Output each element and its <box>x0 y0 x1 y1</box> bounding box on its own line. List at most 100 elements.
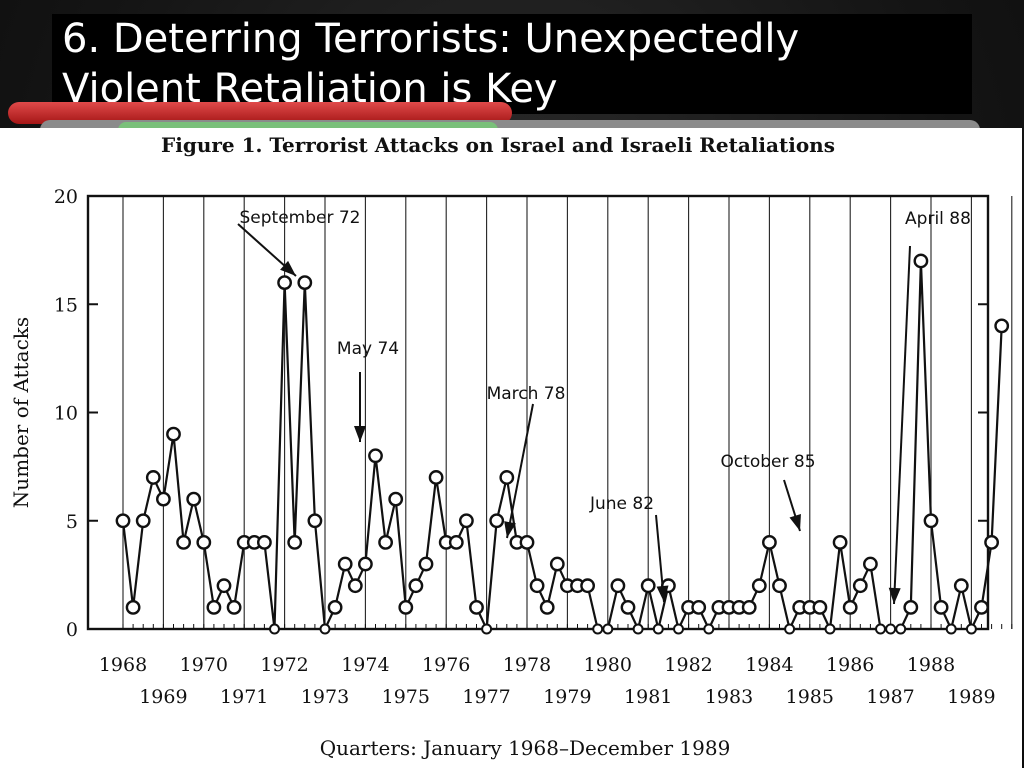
data-point <box>408 578 424 594</box>
x-year-label: 1978 <box>503 654 551 676</box>
data-point <box>984 534 999 550</box>
data-point <box>632 623 644 635</box>
x-year-label: 1981 <box>624 686 672 708</box>
data-point <box>945 623 957 635</box>
data-point <box>673 623 684 635</box>
data-point <box>226 599 242 615</box>
y-tick-label: 0 <box>66 619 78 641</box>
annotation-arrowhead <box>504 521 516 538</box>
x-year-label: 1979 <box>543 686 591 708</box>
data-point <box>368 448 383 464</box>
data-point <box>125 599 141 615</box>
data-point <box>458 513 474 529</box>
annotation-arrow <box>506 403 534 539</box>
y-tick-label: 10 <box>54 403 78 425</box>
data-point <box>307 513 323 529</box>
data-point <box>166 426 181 442</box>
red-accent-bar <box>8 102 512 124</box>
x-year-label: 1969 <box>139 686 187 708</box>
data-point <box>703 623 715 635</box>
data-point <box>640 578 656 594</box>
x-year-label: 1971 <box>220 686 268 708</box>
data-point <box>751 578 767 594</box>
data-point <box>580 578 595 594</box>
data-point <box>347 578 363 594</box>
data-point <box>824 623 836 635</box>
x-year-label: 1973 <box>301 686 349 708</box>
data-point <box>337 556 353 572</box>
annotation-label: March 78 <box>487 384 566 404</box>
data-point <box>784 623 796 635</box>
x-year-label: 1970 <box>180 654 228 676</box>
annotation-arrowhead <box>280 260 296 276</box>
slide-title: 6. Deterring Terrorists: Unexpectedly Vi… <box>62 14 962 114</box>
data-point <box>610 578 626 594</box>
annotation-label: September 72 <box>239 208 360 228</box>
data-point <box>885 623 897 635</box>
data-point <box>145 470 161 485</box>
chart-title: Figure 1. Terrorist Attacks on Israel an… <box>161 133 835 157</box>
data-point <box>428 470 444 485</box>
data-point <box>481 623 493 635</box>
x-year-label: 1984 <box>745 654 793 676</box>
annotation-arrowhead <box>354 426 366 442</box>
data-point <box>388 491 404 507</box>
x-year-label: 1976 <box>422 654 470 676</box>
data-point <box>378 534 393 550</box>
annotation-arrowhead <box>656 585 669 602</box>
plot-frame <box>86 194 990 631</box>
data-point <box>895 623 907 635</box>
title-background <box>52 14 972 114</box>
x-year-label: 1977 <box>462 686 510 708</box>
x-year-label: 1975 <box>382 686 430 708</box>
data-point <box>206 599 222 615</box>
data-point <box>519 534 535 550</box>
data-point <box>974 599 989 615</box>
annotation-label: October 85 <box>720 452 815 472</box>
data-point <box>602 623 614 635</box>
data-point <box>418 556 434 572</box>
x-year-label: 1987 <box>866 686 914 708</box>
data-point <box>923 513 939 529</box>
data-point <box>319 623 331 635</box>
data-point <box>903 599 919 615</box>
data-point <box>469 599 484 615</box>
data-point <box>691 599 707 615</box>
data-point <box>398 599 414 615</box>
data-point <box>913 253 929 269</box>
data-point <box>875 623 886 635</box>
data-point <box>994 318 1010 334</box>
y-axis-label: Number of Attacks <box>9 317 33 508</box>
data-point <box>953 578 969 594</box>
data-point <box>741 599 757 615</box>
data-point <box>549 556 565 572</box>
data-point <box>539 599 555 615</box>
data-point <box>842 599 858 615</box>
data-point <box>812 599 828 615</box>
data-point <box>196 534 212 550</box>
data-point <box>357 556 373 572</box>
data-point <box>772 578 787 594</box>
data-point <box>965 623 977 635</box>
x-year-label: 1974 <box>341 654 389 676</box>
x-year-label: 1986 <box>826 654 874 676</box>
series-line <box>121 259 1003 631</box>
annotation-label: April 88 <box>905 209 971 229</box>
data-point <box>186 491 202 507</box>
data-point <box>277 275 292 291</box>
x-year-label: 1988 <box>907 654 955 676</box>
data-point <box>529 578 545 594</box>
data-point <box>499 470 515 485</box>
data-point <box>652 623 664 635</box>
data-point <box>297 275 313 291</box>
annotation-arrowhead <box>888 587 901 604</box>
data-point <box>216 578 232 594</box>
data-point <box>832 534 848 550</box>
x-year-label: 1982 <box>664 654 712 676</box>
y-tick-label: 5 <box>66 511 78 533</box>
figure-panel: Figure 1. Terrorist Attacks on Israel an… <box>0 128 1022 768</box>
y-tick-label: 20 <box>54 186 78 208</box>
x-year-label: 1989 <box>947 686 995 708</box>
annotation-label: May 74 <box>337 339 399 359</box>
x-year-label: 1968 <box>99 654 147 676</box>
